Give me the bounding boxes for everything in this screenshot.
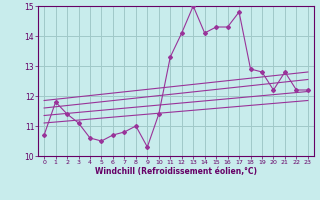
X-axis label: Windchill (Refroidissement éolien,°C): Windchill (Refroidissement éolien,°C) — [95, 167, 257, 176]
